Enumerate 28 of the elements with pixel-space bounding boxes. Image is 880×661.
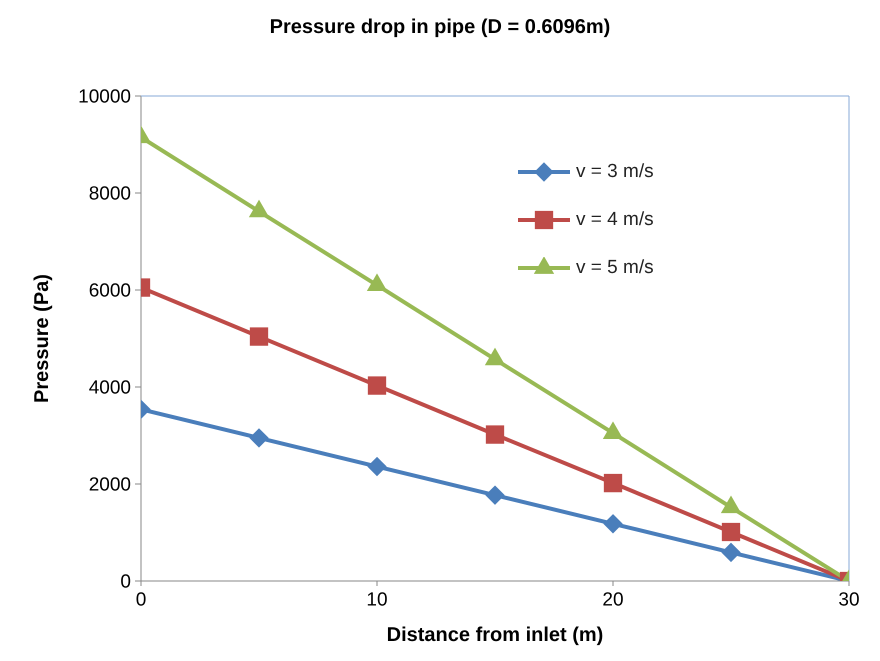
chart-title: Pressure drop in pipe (D = 0.6096m) xyxy=(268,16,612,39)
point xyxy=(722,522,740,542)
point xyxy=(604,474,622,492)
point xyxy=(604,514,622,534)
point xyxy=(486,486,504,505)
point xyxy=(250,327,268,346)
x-tick-label: 10 xyxy=(366,589,388,610)
y-axis-title: Pressure (Pa) xyxy=(31,274,54,403)
point xyxy=(249,200,269,218)
legend-label: v = 4 m/s xyxy=(576,209,654,231)
x-tick-label: 20 xyxy=(602,589,624,610)
y-tick-label: 2000 xyxy=(88,474,131,496)
legend-label: v = 5 m/s xyxy=(576,257,654,279)
point xyxy=(368,376,386,395)
x-axis-title: Distance from inlet (m) xyxy=(386,624,604,646)
point xyxy=(367,274,387,292)
point xyxy=(250,428,268,448)
y-tick-label: 6000 xyxy=(88,280,131,302)
y-tick-label: 4000 xyxy=(88,378,131,399)
point xyxy=(368,457,386,476)
y-tick-label: 10000 xyxy=(78,86,131,108)
y-tick-label: 8000 xyxy=(88,184,131,205)
y-tick-label: 0 xyxy=(120,572,131,593)
legend-label: v = 3 m/s xyxy=(576,161,654,183)
x-tick-label: 30 xyxy=(838,589,860,610)
point xyxy=(722,542,740,562)
point xyxy=(486,425,504,444)
x-tick-label: 0 xyxy=(136,589,146,610)
